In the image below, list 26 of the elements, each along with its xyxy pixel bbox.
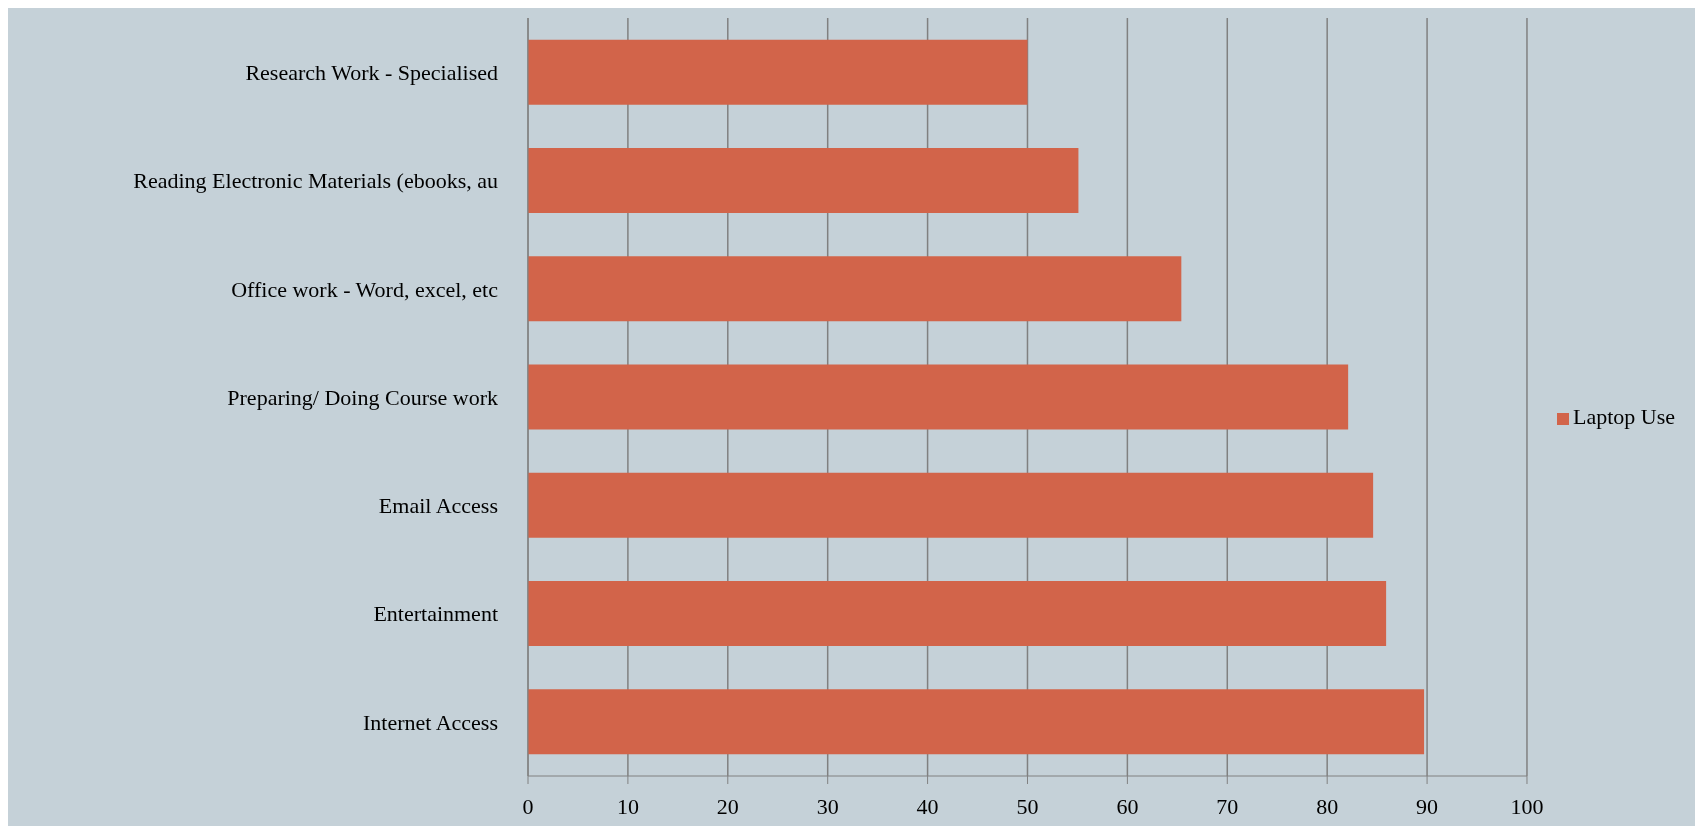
y-tick-label: Entertainment	[373, 601, 498, 627]
bar	[528, 364, 1349, 430]
bar	[528, 689, 1425, 755]
bar	[528, 39, 1028, 105]
x-tick-label: 30	[816, 793, 839, 819]
y-tick-label: Preparing/ Doing Course work	[227, 384, 498, 410]
bar	[528, 147, 1079, 213]
x-tick-label: 70	[1216, 793, 1239, 819]
x-tick-label: 80	[1316, 793, 1339, 819]
bar	[528, 256, 1182, 322]
x-tick-label: 100	[1510, 793, 1544, 819]
x-tick-label: 10	[616, 793, 639, 819]
bar	[528, 472, 1374, 538]
x-tick-label: 60	[1116, 793, 1139, 819]
x-tick-label: 20	[716, 793, 739, 819]
y-tick-label: Research Work - Specialised	[245, 59, 498, 85]
legend-label: Laptop Use	[1572, 404, 1675, 429]
x-tick-label: 50	[1016, 793, 1039, 819]
x-tick-label: 40	[916, 793, 939, 819]
x-tick-label: 90	[1416, 793, 1439, 819]
x-tick-label: 0	[522, 793, 534, 819]
y-tick-label: Office work - Word, excel, etc	[231, 276, 499, 302]
y-tick-label: Internet Access	[363, 709, 498, 735]
y-tick-label: Email Access	[378, 493, 498, 519]
bar	[528, 581, 1387, 647]
y-tick-label: Reading Electronic Materials (ebooks, au	[133, 168, 498, 194]
